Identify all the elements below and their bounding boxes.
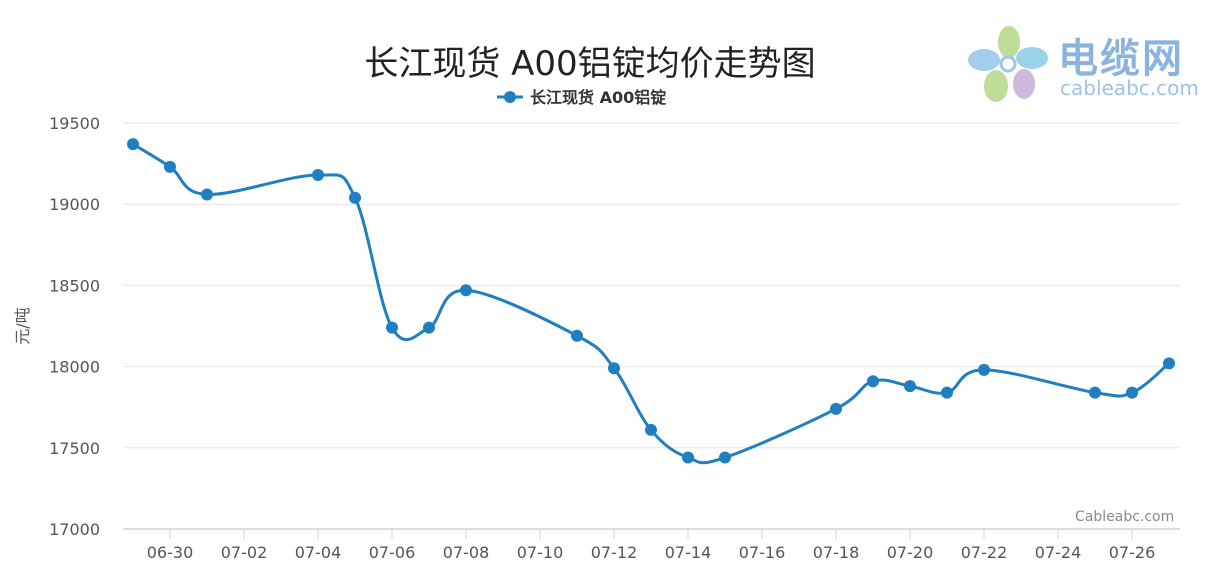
flower-icon [968, 26, 1048, 102]
grid [123, 122, 1180, 530]
legend-label: 长江现货 A00铝锭 [530, 88, 666, 107]
watermark: Cableabc.com [1075, 509, 1175, 525]
data-point[interactable] [201, 188, 213, 201]
y-axis-label: 元/吨 [13, 307, 32, 344]
data-point[interactable] [608, 362, 620, 375]
x-tick-label: 07-02 [221, 543, 268, 562]
y-tick-label: 17000 [49, 520, 100, 539]
data-point[interactable] [127, 138, 139, 151]
data-point[interactable] [386, 321, 398, 334]
data-point[interactable] [312, 168, 324, 181]
y-tick-label: 18500 [49, 276, 100, 295]
data-point[interactable] [571, 329, 583, 342]
x-tick-label: 07-10 [517, 543, 564, 562]
data-point[interactable] [460, 284, 472, 297]
data-point[interactable] [904, 380, 916, 393]
chart-title: 长江现货 A00铝锭均价走势图 [364, 44, 815, 84]
data-points [127, 138, 1175, 464]
data-point[interactable] [830, 402, 842, 415]
y-axis: 17000 17500 18000 18500 19000 19500 [49, 114, 100, 539]
x-tick-label: 07-16 [739, 543, 786, 562]
x-tick-label: 07-04 [295, 543, 342, 562]
data-point[interactable] [423, 321, 435, 334]
logo-subtitle: cableabc.com [1060, 76, 1199, 100]
y-tick-label: 17500 [49, 439, 100, 458]
y-tick-label: 19500 [49, 114, 100, 133]
x-axis: 06-30 07-02 07-04 07-06 07-08 07-10 07-12 07-14… [147, 529, 1156, 562]
data-point[interactable] [164, 160, 176, 173]
data-point[interactable] [978, 363, 990, 376]
x-tick-label: 07-26 [1109, 543, 1156, 562]
x-tick-label: 07-08 [443, 543, 490, 562]
data-point[interactable] [719, 451, 731, 464]
legend-marker [504, 91, 516, 103]
x-tick-label: 07-06 [369, 543, 416, 562]
series-line [132, 142, 1170, 465]
data-point[interactable] [1163, 357, 1175, 370]
data-point[interactable] [349, 191, 361, 204]
data-point[interactable] [1089, 386, 1101, 399]
y-tick-label: 18000 [49, 358, 100, 377]
x-tick-label: 07-20 [887, 543, 934, 562]
data-point[interactable] [867, 375, 879, 388]
data-point[interactable] [682, 451, 694, 464]
x-tick-label: 06-30 [147, 543, 194, 562]
data-point[interactable] [941, 386, 953, 399]
x-tick-label: 07-18 [813, 543, 860, 562]
x-tick-label: 07-12 [591, 543, 638, 562]
y-tick-label: 19000 [49, 195, 100, 214]
x-tick-label: 07-22 [961, 543, 1008, 562]
legend[interactable]: 长江现货 A00铝锭 [497, 88, 666, 107]
data-point[interactable] [645, 423, 657, 436]
data-point[interactable] [1126, 386, 1138, 399]
cableabc-logo[interactable]: 电缆网 cableabc.com [966, 20, 1216, 110]
x-tick-label: 07-24 [1035, 543, 1082, 562]
x-tick-label: 07-14 [665, 543, 712, 562]
logo-title: 电缆网 [1058, 36, 1184, 82]
